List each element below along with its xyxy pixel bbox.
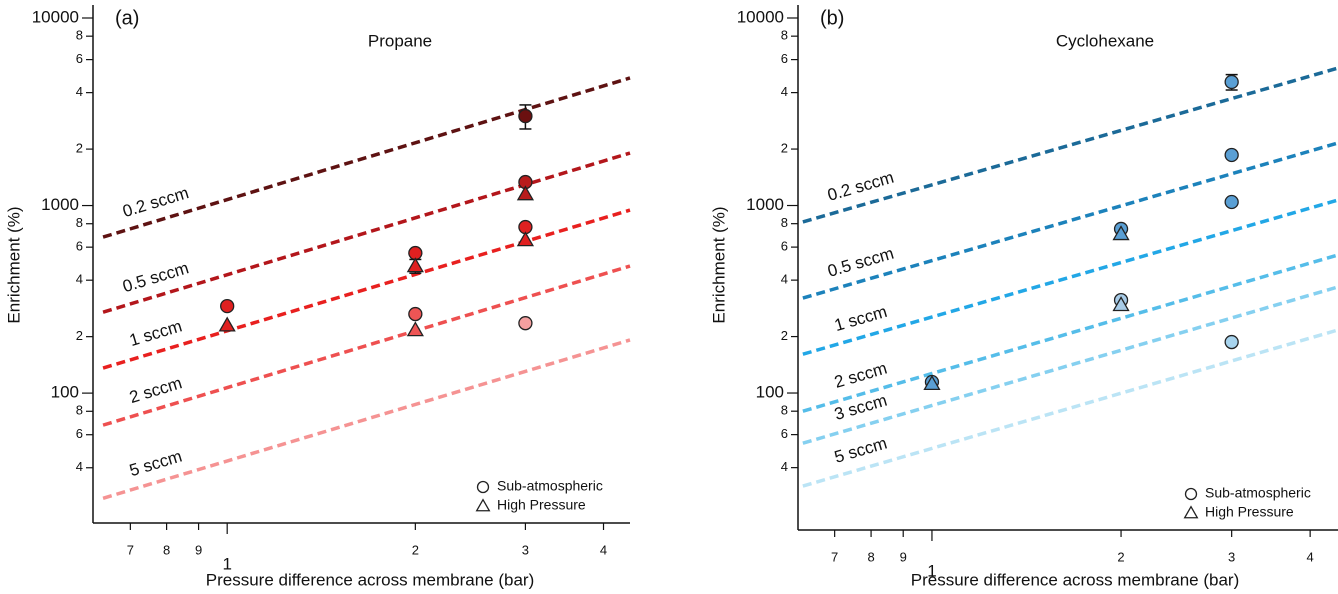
sccm-line <box>102 151 631 314</box>
panel-label: (a) <box>115 7 139 29</box>
y-tick-label: 1000 <box>41 195 79 214</box>
legend-marker <box>476 480 490 494</box>
y-tick-label: 8 <box>76 28 83 43</box>
legend-label: High Pressure <box>497 497 586 513</box>
data-point <box>518 316 533 331</box>
legend-marker <box>1184 487 1198 501</box>
x-tick-label: 3 <box>522 542 529 557</box>
y-tick-label: 2 <box>781 328 788 343</box>
y-tick-label: 6 <box>781 239 788 254</box>
y-tick-label: 8 <box>781 28 788 43</box>
x-tick-label: 7 <box>127 542 134 557</box>
y-tick-label: 2 <box>76 328 83 343</box>
data-point <box>406 257 424 273</box>
data-point <box>1112 296 1130 312</box>
legend-label: Sub-atmospheric <box>497 478 603 494</box>
x-tick-label: 1 <box>927 561 936 580</box>
y-axis-label: Enrichment (%) <box>709 206 728 323</box>
y-tick-label: 8 <box>781 403 788 418</box>
y-tick-label: 6 <box>76 239 83 254</box>
data-point <box>923 375 941 391</box>
data-point <box>1224 147 1239 163</box>
y-tick-label: 6 <box>76 426 83 441</box>
line-label: 1 sccm <box>832 302 889 335</box>
x-tick-label: 8 <box>163 542 170 557</box>
line-label: 0.5 sccm <box>120 258 191 296</box>
y-tick-label: 100 <box>51 383 79 402</box>
sccm-line <box>102 338 631 500</box>
x-tick-label: 7 <box>831 549 838 564</box>
y-tick-label: 1000 <box>746 195 784 214</box>
y-tick-label: 6 <box>76 51 83 66</box>
y-tick-label: 10000 <box>32 7 79 26</box>
y-tick-label: 4 <box>76 272 83 287</box>
legend-label: High Pressure <box>1205 504 1294 520</box>
y-tick-label: 100 <box>756 383 784 402</box>
y-tick-label: 10000 <box>737 7 784 26</box>
line-label: 5 sccm <box>832 433 889 466</box>
y-axis-label: Enrichment (%) <box>4 206 23 323</box>
y-tick-label: 6 <box>781 426 788 441</box>
sccm-line <box>802 141 1338 300</box>
x-tick-label: 2 <box>412 542 419 557</box>
y-tick-label: 4 <box>76 84 83 99</box>
y-tick-label: 8 <box>76 403 83 418</box>
data-point <box>408 306 423 322</box>
sccm-line <box>802 198 1338 356</box>
legend-marker <box>475 498 491 512</box>
legend-marker <box>1183 505 1199 519</box>
x-tick-label: 2 <box>1117 549 1124 564</box>
chart-title: Cyclohexane <box>1056 31 1154 50</box>
y-tick-label: 4 <box>781 459 788 474</box>
line-label: 0.2 sccm <box>120 183 191 221</box>
sccm-line <box>102 208 631 370</box>
data-point <box>516 231 535 247</box>
x-axis-label: Pressure difference across membrane (bar… <box>206 570 535 589</box>
y-tick-label: 2 <box>76 141 83 156</box>
y-tick-label: 6 <box>781 51 788 66</box>
x-tick-label: 3 <box>1228 549 1235 564</box>
y-tick-label: 4 <box>76 459 83 474</box>
x-tick-label: 1 <box>222 554 231 573</box>
chart-title: Propane <box>368 31 432 50</box>
legend-label: Sub-atmospheric <box>1205 485 1311 501</box>
y-tick-label: 4 <box>781 84 788 99</box>
sccm-line <box>802 253 1338 413</box>
line-label: 2 sccm <box>832 359 889 392</box>
data-point <box>1224 334 1239 350</box>
x-axis-label: Pressure difference across membrane (bar… <box>911 570 1240 589</box>
data-point <box>220 298 235 314</box>
sccm-line <box>802 285 1338 445</box>
x-tick-label: 4 <box>1307 549 1314 564</box>
y-tick-label: 8 <box>781 215 788 230</box>
data-point <box>516 185 535 201</box>
y-tick-label: 2 <box>781 140 788 155</box>
data-point <box>1224 74 1239 90</box>
data-point <box>1112 225 1130 241</box>
sccm-line <box>102 76 631 239</box>
sccm-line <box>802 66 1338 224</box>
x-tick-label: 4 <box>600 542 607 557</box>
data-point <box>218 316 236 332</box>
x-tick-label: 9 <box>195 542 202 557</box>
data-point <box>406 321 424 337</box>
y-tick-label: 4 <box>781 272 788 287</box>
y-tick-label: 8 <box>76 215 83 230</box>
sccm-line <box>802 328 1338 488</box>
data-point <box>518 108 533 124</box>
x-tick-label: 9 <box>900 549 907 564</box>
data-point <box>1224 194 1239 210</box>
sccm-line <box>102 264 631 427</box>
x-tick-label: 8 <box>867 549 874 564</box>
panel-label: (b) <box>820 7 844 29</box>
